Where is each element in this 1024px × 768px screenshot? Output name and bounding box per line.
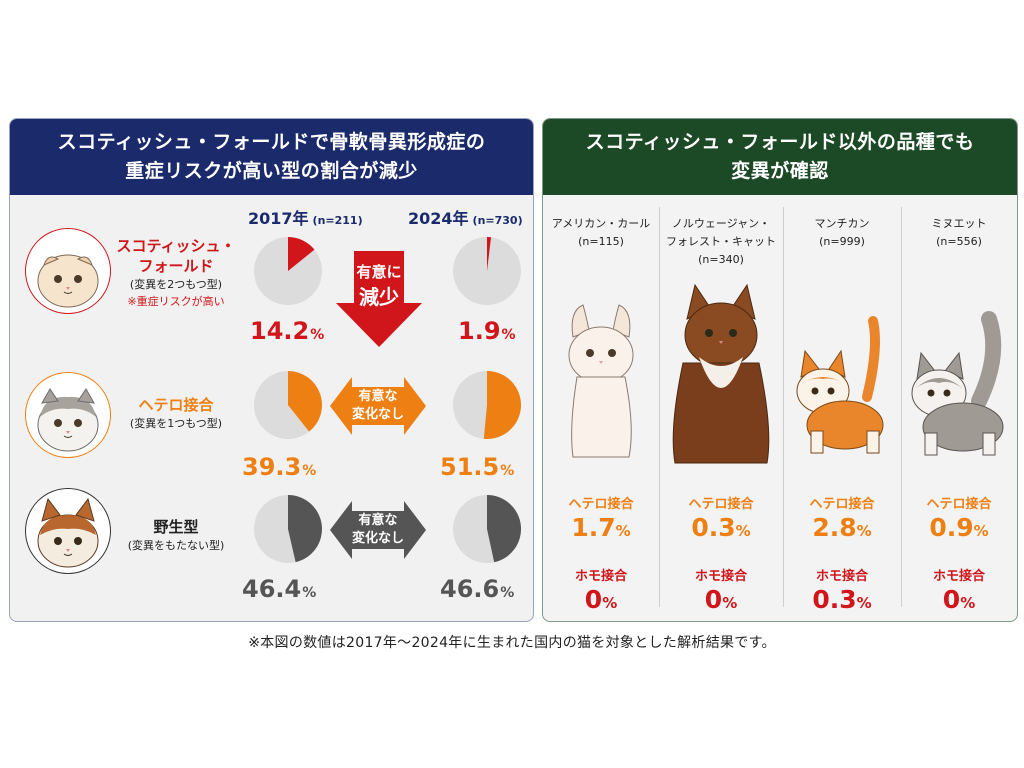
norwegian-forest-hom-value: 0% [704, 585, 738, 614]
no-change-arrow-hetero: 有意な 変化なし [330, 377, 426, 435]
breed-column-american-curl: アメリカン・カール (n=115) ヘテロ接合 1.7% ホモ接合 0% [543, 207, 659, 617]
pie-fold-2024 [453, 237, 521, 305]
pct-wild-2017: 46.4% [242, 575, 317, 603]
fold-cat-avatar [25, 228, 111, 314]
pct-hetero-2024: 51.5% [440, 453, 515, 481]
minuet-illustration [911, 311, 1004, 456]
row-fold-desc: (変異を2つもつ型) [129, 278, 223, 291]
left-panel: スコティッシュ・フォールドで骨軟骨異形成症の 重症リスクが高い型の割合が減少 2… [9, 118, 534, 622]
row-fold-title1: スコティッシュ・ [116, 237, 236, 255]
breed-name-minuet: ミヌエット (n=556) [931, 217, 987, 248]
american-curl-hom-value: 0% [584, 585, 618, 614]
pie-fold-2024-slice [487, 237, 492, 271]
minuet-het-label: ヘテロ接合 [926, 497, 992, 512]
left-panel-header: スコティッシュ・フォールドで骨軟骨異形成症の 重症リスクが高い型の割合が減少 [10, 119, 533, 195]
pie-wild-2024 [453, 495, 521, 563]
breed-column-minuet: ミヌエット (n=556) ヘテロ接合 0.9% ホモ接合 0% [901, 207, 1017, 617]
right-panel: スコティッシュ・フォールド以外の品種でも 変異が確認 アメリカン・カール (n=… [542, 118, 1018, 622]
row-wild-desc: (変異をもたない型) [127, 539, 225, 552]
row-hetero-title: ヘテロ接合 [138, 396, 214, 414]
munchkin-het-label: ヘテロ接合 [809, 497, 875, 512]
norwegian-forest-illustration [672, 283, 770, 464]
decrease-arrow-text1: 有意に [356, 263, 402, 281]
left-title-line2: 重症リスクが高い型の割合が減少 [125, 160, 418, 182]
pie-hetero-2024-slice [483, 371, 521, 439]
row-hetero-name: ヘテロ接合 (変異を1つもつ型) [116, 395, 236, 433]
decrease-arrow-text2: 減少 [359, 285, 399, 309]
row-fold-note: ※重症リスクが高い [127, 295, 225, 308]
minuet-hom-label: ホモ接合 [932, 569, 985, 584]
no-change-wild-text2: 変化なし [351, 531, 404, 546]
right-title-line1: スコティッシュ・フォールド以外の品種でも [585, 131, 975, 153]
pct-fold-2017: 14.2% [250, 317, 325, 345]
left-title-line1: スコティッシュ・フォールドで骨軟骨異形成症の [57, 131, 486, 153]
column-divider [901, 207, 902, 607]
munchkin-illustration [796, 316, 884, 454]
row-fold-title2: フォールド [138, 257, 214, 275]
right-panel-header: スコティッシュ・フォールド以外の品種でも 変異が確認 [543, 119, 1017, 195]
right-title-line2: 変異が確認 [731, 160, 829, 182]
pie-wild-2024-slice [487, 495, 521, 563]
wild-cat-avatar [25, 488, 111, 574]
row-hetero-desc: (変異を1つもつ型) [129, 417, 223, 430]
pct-wild-2024: 46.6% [440, 575, 515, 603]
breed-name-munchkin: マンチカン (n=999) [814, 217, 870, 248]
pie-hetero-2017 [254, 371, 322, 439]
pie-fold-2017-slice [288, 237, 315, 271]
row-fold-name: スコティッシュ・ フォールド (変異を2つもつ型) ※重症リスクが高い [116, 236, 236, 310]
column-divider [783, 207, 784, 607]
column-divider [659, 207, 660, 607]
pct-fold-2024: 1.9% [458, 317, 516, 345]
breed-column-munchkin: マンチカン (n=999) ヘテロ接合 2.8% ホモ接合 0.3% [783, 207, 901, 617]
munchkin-hom-value: 0.3% [812, 585, 872, 614]
american-curl-hom-label: ホモ接合 [574, 569, 627, 584]
no-change-hetero-text2: 変化なし [351, 407, 404, 422]
minuet-hom-value: 0% [942, 585, 976, 614]
breed-column-norwegian-forest: ノルウェージャン・ フォレスト・キャット (n=340) ヘテロ接合 0.3% … [659, 207, 783, 617]
american-curl-het-label: ヘテロ接合 [568, 497, 634, 512]
pie-wild-2017 [254, 495, 322, 563]
footnote: ※本図の数値は2017年～2024年に生まれた国内の猫を対象とした解析結果です。 [248, 635, 776, 651]
hetero-cat-avatar [25, 372, 111, 458]
pie-hetero-2024 [453, 371, 521, 439]
breed-name-norwegian-forest: ノルウェージャン・ フォレスト・キャット (n=340) [666, 217, 776, 266]
pie-hetero-2017-slice [288, 371, 322, 432]
minuet-het-value: 0.9% [929, 513, 989, 542]
year-2017-label: 2017年 (n=211) [248, 209, 363, 228]
norwegian-forest-hom-label: ホモ接合 [694, 569, 747, 584]
row-wild-name: 野生型 (変異をもたない型) [116, 517, 236, 555]
pie-wild-2017-slice [288, 495, 322, 563]
pct-hetero-2017: 39.3% [242, 453, 317, 481]
year-2024-label: 2024年 (n=730) [408, 209, 523, 228]
american-curl-het-value: 1.7% [571, 513, 631, 542]
breed-name-american-curl: アメリカン・カール (n=115) [551, 217, 651, 248]
no-change-arrow-wild: 有意な 変化なし [330, 501, 426, 559]
no-change-wild-text1: 有意な [358, 513, 398, 528]
no-change-hetero-text1: 有意な [358, 389, 398, 404]
decrease-arrow: 有意に 減少 [336, 251, 422, 347]
american-curl-illustration [568, 304, 634, 458]
row-wild-title: 野生型 [153, 518, 199, 536]
munchkin-hom-label: ホモ接合 [815, 569, 868, 584]
norwegian-forest-het-label: ヘテロ接合 [688, 497, 754, 512]
munchkin-het-value: 2.8% [812, 513, 872, 542]
norwegian-forest-het-value: 0.3% [691, 513, 751, 542]
pie-fold-2017 [254, 237, 322, 305]
